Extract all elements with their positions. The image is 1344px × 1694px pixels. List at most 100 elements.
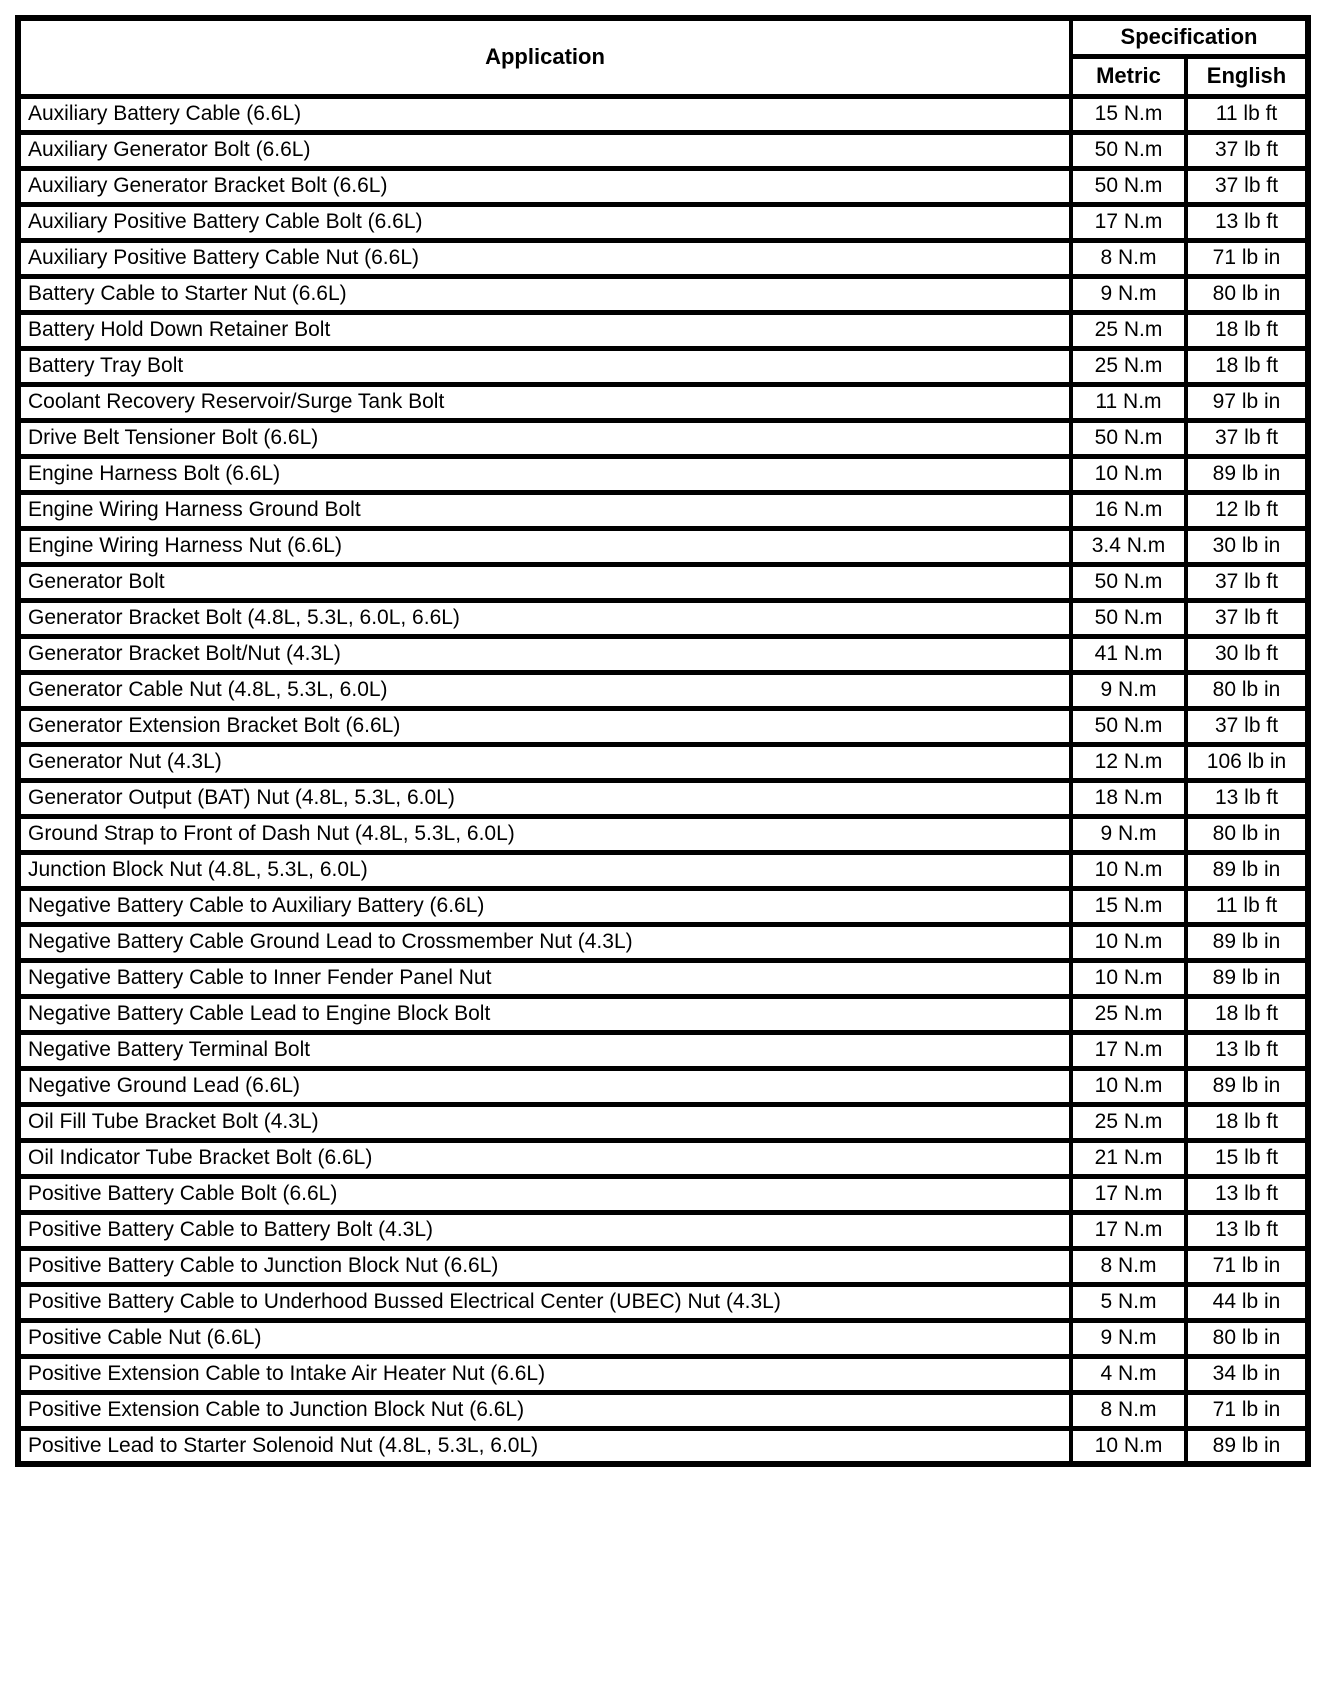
table-row: Battery Hold Down Retainer Bolt 25 N.m 1… xyxy=(16,309,1311,351)
metric-value-cell: 9 N.m xyxy=(1069,1317,1188,1359)
english-value-cell: 71 lb in xyxy=(1183,237,1311,279)
application-column-header: Application xyxy=(16,15,1073,99)
application-cell: Negative Battery Cable to Inner Fender P… xyxy=(16,957,1073,999)
table-row: Negative Battery Cable to Inner Fender P… xyxy=(16,957,1311,999)
table-row: Generator Nut (4.3L) 12 N.m 106 lb in xyxy=(16,741,1311,783)
english-value-cell: 13 lb ft xyxy=(1183,777,1311,819)
english-value-cell: 37 lb ft xyxy=(1183,705,1311,747)
english-value-cell: 18 lb ft xyxy=(1183,993,1311,1035)
table-row: Positive Extension Cable to Junction Blo… xyxy=(16,1389,1311,1431)
metric-value-cell: 50 N.m xyxy=(1069,165,1188,207)
english-value-cell: 89 lb in xyxy=(1183,957,1311,999)
english-value-cell: 89 lb in xyxy=(1183,921,1311,963)
english-value-cell: 13 lb ft xyxy=(1183,1209,1311,1251)
application-cell: Positive Extension Cable to Junction Blo… xyxy=(16,1389,1073,1431)
english-value-cell: 18 lb ft xyxy=(1183,309,1311,351)
application-cell: Negative Battery Cable Ground Lead to Cr… xyxy=(16,921,1073,963)
english-value-cell: 34 lb in xyxy=(1183,1353,1311,1395)
table-row: Negative Battery Cable to Auxiliary Batt… xyxy=(16,885,1311,927)
table-row: Battery Cable to Starter Nut (6.6L) 9 N.… xyxy=(16,273,1311,315)
application-cell: Battery Tray Bolt xyxy=(16,345,1073,387)
application-cell: Negative Battery Cable Lead to Engine Bl… xyxy=(16,993,1073,1035)
english-value-cell: 89 lb in xyxy=(1183,453,1311,495)
metric-value-cell: 50 N.m xyxy=(1069,129,1188,171)
table-row: Positive Battery Cable Bolt (6.6L) 17 N.… xyxy=(16,1173,1311,1215)
english-value-cell: 11 lb ft xyxy=(1183,93,1311,135)
application-cell: Positive Battery Cable to Junction Block… xyxy=(16,1245,1073,1287)
application-cell: Generator Extension Bracket Bolt (6.6L) xyxy=(16,705,1073,747)
application-cell: Auxiliary Generator Bolt (6.6L) xyxy=(16,129,1073,171)
metric-value-cell: 10 N.m xyxy=(1069,849,1188,891)
metric-value-cell: 10 N.m xyxy=(1069,1425,1188,1467)
metric-value-cell: 12 N.m xyxy=(1069,741,1188,783)
metric-value-cell: 50 N.m xyxy=(1069,561,1188,603)
table-row: Drive Belt Tensioner Bolt (6.6L) 50 N.m … xyxy=(16,417,1311,459)
metric-value-cell: 21 N.m xyxy=(1069,1137,1188,1179)
table-row: Ground Strap to Front of Dash Nut (4.8L,… xyxy=(16,813,1311,855)
english-value-cell: 80 lb in xyxy=(1183,669,1311,711)
metric-value-cell: 50 N.m xyxy=(1069,417,1188,459)
english-value-cell: 44 lb in xyxy=(1183,1281,1311,1323)
metric-value-cell: 8 N.m xyxy=(1069,237,1188,279)
table-row: Generator Cable Nut (4.8L, 5.3L, 6.0L) 9… xyxy=(16,669,1311,711)
application-cell: Oil Fill Tube Bracket Bolt (4.3L) xyxy=(16,1101,1073,1143)
metric-value-cell: 10 N.m xyxy=(1069,957,1188,999)
fastener-spec-table: Application Specification Metric English… xyxy=(15,15,1312,1467)
table-row: Oil Fill Tube Bracket Bolt (4.3L) 25 N.m… xyxy=(16,1101,1311,1143)
english-value-cell: 30 lb ft xyxy=(1183,633,1311,675)
table-row: Generator Output (BAT) Nut (4.8L, 5.3L, … xyxy=(16,777,1311,819)
metric-value-cell: 15 N.m xyxy=(1069,93,1188,135)
english-value-cell: 37 lb ft xyxy=(1183,129,1311,171)
application-cell: Generator Nut (4.3L) xyxy=(16,741,1073,783)
english-value-cell: 13 lb ft xyxy=(1183,201,1311,243)
table-row: Negative Battery Cable Lead to Engine Bl… xyxy=(16,993,1311,1035)
table-row: Coolant Recovery Reservoir/Surge Tank Bo… xyxy=(16,381,1311,423)
metric-value-cell: 5 N.m xyxy=(1069,1281,1188,1323)
application-cell: Engine Harness Bolt (6.6L) xyxy=(16,453,1073,495)
metric-value-cell: 17 N.m xyxy=(1069,1209,1188,1251)
metric-value-cell: 8 N.m xyxy=(1069,1389,1188,1431)
english-value-cell: 80 lb in xyxy=(1183,813,1311,855)
english-value-cell: 30 lb in xyxy=(1183,525,1311,567)
table-row: Auxiliary Positive Battery Cable Bolt (6… xyxy=(16,201,1311,243)
metric-value-cell: 25 N.m xyxy=(1069,1101,1188,1143)
metric-value-cell: 17 N.m xyxy=(1069,201,1188,243)
english-value-cell: 13 lb ft xyxy=(1183,1029,1311,1071)
metric-value-cell: 17 N.m xyxy=(1069,1029,1188,1071)
metric-value-cell: 8 N.m xyxy=(1069,1245,1188,1287)
english-value-cell: 97 lb in xyxy=(1183,381,1311,423)
metric-value-cell: 17 N.m xyxy=(1069,1173,1188,1215)
metric-value-cell: 4 N.m xyxy=(1069,1353,1188,1395)
metric-value-cell: 3.4 N.m xyxy=(1069,525,1188,567)
metric-column-header: Metric xyxy=(1069,53,1188,99)
metric-value-cell: 25 N.m xyxy=(1069,309,1188,351)
metric-value-cell: 15 N.m xyxy=(1069,885,1188,927)
application-cell: Generator Bracket Bolt/Nut (4.3L) xyxy=(16,633,1073,675)
table-row: Generator Extension Bracket Bolt (6.6L) … xyxy=(16,705,1311,747)
table-row: Generator Bracket Bolt/Nut (4.3L) 41 N.m… xyxy=(16,633,1311,675)
english-value-cell: 37 lb ft xyxy=(1183,561,1311,603)
metric-value-cell: 10 N.m xyxy=(1069,453,1188,495)
table-row: Positive Cable Nut (6.6L) 9 N.m 80 lb in xyxy=(16,1317,1311,1359)
metric-value-cell: 25 N.m xyxy=(1069,345,1188,387)
table-row: Engine Harness Bolt (6.6L) 10 N.m 89 lb … xyxy=(16,453,1311,495)
english-value-cell: 37 lb ft xyxy=(1183,597,1311,639)
english-value-cell: 37 lb ft xyxy=(1183,165,1311,207)
english-column-header: English xyxy=(1183,53,1311,99)
application-cell: Ground Strap to Front of Dash Nut (4.8L,… xyxy=(16,813,1073,855)
application-cell: Engine Wiring Harness Ground Bolt xyxy=(16,489,1073,531)
english-value-cell: 13 lb ft xyxy=(1183,1173,1311,1215)
metric-value-cell: 25 N.m xyxy=(1069,993,1188,1035)
english-value-cell: 89 lb in xyxy=(1183,1065,1311,1107)
metric-value-cell: 9 N.m xyxy=(1069,273,1188,315)
application-cell: Drive Belt Tensioner Bolt (6.6L) xyxy=(16,417,1073,459)
table-row: Oil Indicator Tube Bracket Bolt (6.6L) 2… xyxy=(16,1137,1311,1179)
table-row: Positive Lead to Starter Solenoid Nut (4… xyxy=(16,1425,1311,1467)
english-value-cell: 37 lb ft xyxy=(1183,417,1311,459)
application-cell: Positive Battery Cable Bolt (6.6L) xyxy=(16,1173,1073,1215)
spec-table-body: Auxiliary Battery Cable (6.6L) 15 N.m 11… xyxy=(16,93,1311,1467)
table-row: Positive Battery Cable to Underhood Buss… xyxy=(16,1281,1311,1323)
application-cell: Positive Cable Nut (6.6L) xyxy=(16,1317,1073,1359)
application-cell: Battery Hold Down Retainer Bolt xyxy=(16,309,1073,351)
